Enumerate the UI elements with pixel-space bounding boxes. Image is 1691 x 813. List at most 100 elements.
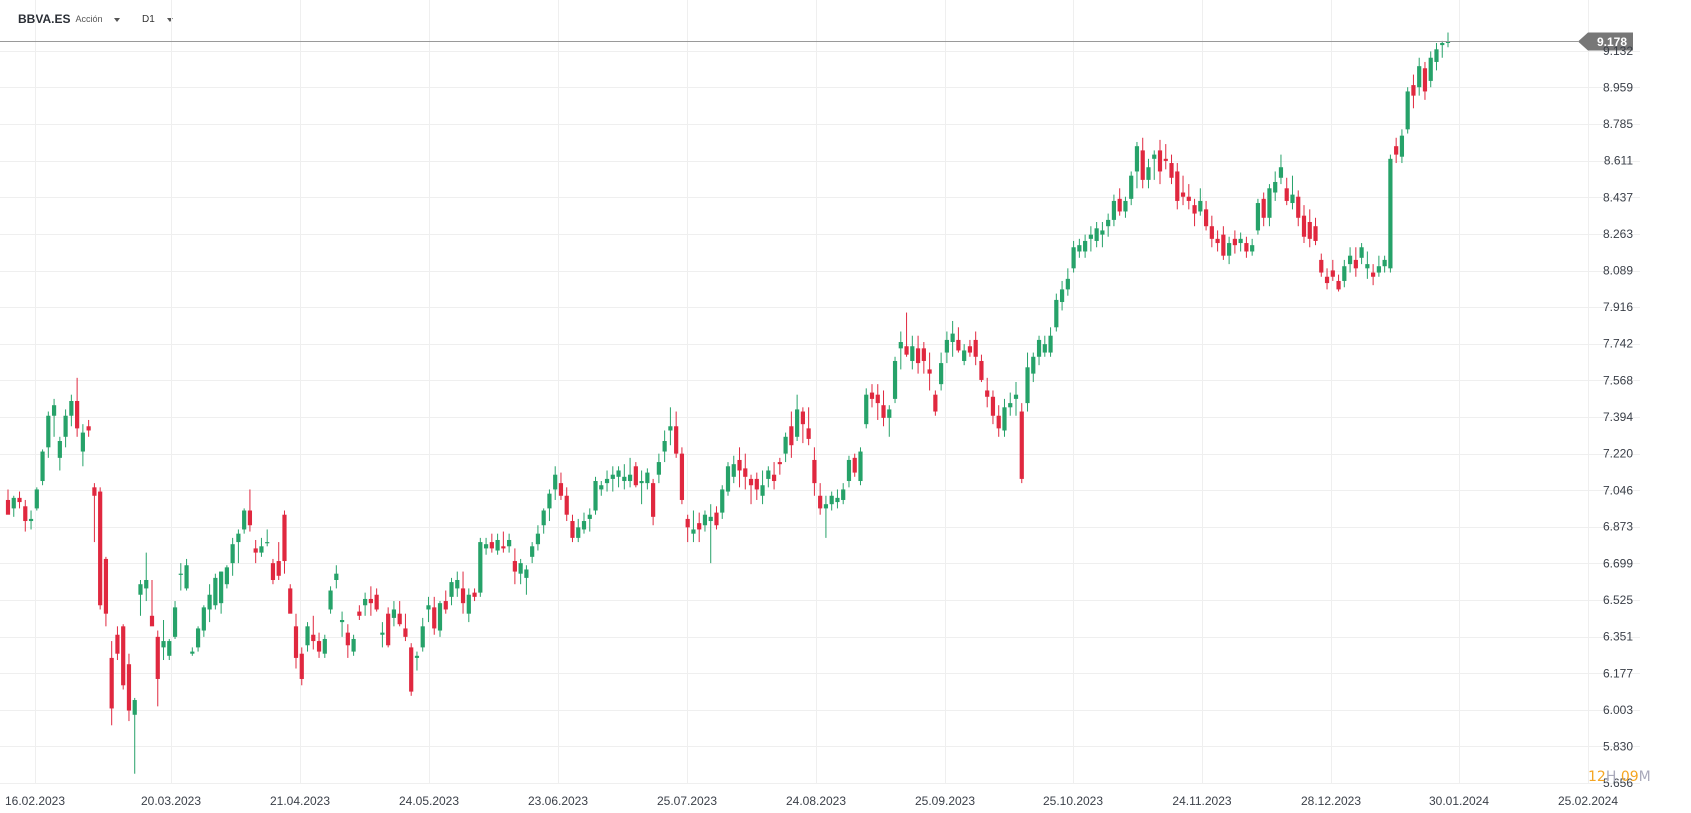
candle [109,641,114,726]
candle [345,624,350,658]
candle [40,449,45,486]
candle-body [944,339,949,353]
candle [1411,74,1416,109]
candle-body [374,594,379,610]
current-price-line: 9.178 [0,32,1633,51]
candle-body [1203,209,1209,227]
candle [126,653,132,722]
candle [662,430,667,463]
candle [472,588,477,602]
candle [1267,184,1272,227]
candle [518,558,523,585]
candle-body [748,478,754,486]
candle [697,512,702,543]
candle [1250,238,1255,256]
candle-body [1261,198,1266,218]
chart-toolbar: BBVA.ES Acción D1 [0,0,1691,38]
candle-body [270,563,276,580]
candle [351,634,356,656]
candle [823,495,829,538]
candle-body [627,474,633,482]
candle [1134,141,1140,189]
candle-body [737,459,742,471]
candle-body [1330,270,1335,277]
candle [1008,392,1013,416]
candle [731,455,736,484]
candle [368,586,373,616]
grid [0,0,1640,784]
candle-body [299,653,304,679]
candle-body [1100,230,1105,235]
y-tick-label: 6.351 [1603,630,1633,644]
candle [599,481,604,496]
candle [754,472,759,500]
symbol-selector[interactable]: BBVA.ES Acción [18,10,121,28]
candle-body [990,396,996,416]
candle-body [115,634,120,654]
candle-body [1129,175,1134,199]
candle [386,607,391,648]
candle-body [1048,335,1053,353]
candle [1376,255,1381,277]
y-tick-label: 7.916 [1603,300,1633,314]
candle-body [766,470,771,479]
candle-body [1371,272,1376,277]
candle-body [1411,85,1416,96]
candle [414,651,420,671]
candle [1261,192,1266,227]
candle [1048,327,1053,357]
y-tick-label: 7.220 [1603,447,1633,461]
candle [1019,403,1024,484]
candle-body [144,579,149,589]
candle [299,647,304,686]
candle-body [1301,215,1307,237]
candle [489,533,494,553]
candle [420,617,425,652]
candle-body [1019,411,1024,479]
candle [875,384,880,420]
candle-body [138,584,143,595]
candle [1232,230,1237,254]
candle-body [1382,259,1387,267]
candle-body [1117,198,1122,212]
candle-body [1059,289,1065,303]
candle-body [547,493,552,509]
candle [668,407,673,446]
candle [1324,268,1330,290]
candle-body [391,609,397,618]
candle-body [92,487,97,496]
candle [28,510,34,530]
candle-body [1324,276,1330,284]
candle [869,384,875,408]
candle [1221,226,1226,260]
candle [639,470,644,505]
candle-body [524,569,529,578]
candle [1146,158,1151,189]
candle [962,344,967,366]
candle-body [334,573,339,580]
candle-body [265,542,270,544]
timeframe-selector[interactable]: D1 [142,10,173,28]
candle [985,377,990,408]
candle-body [1417,66,1422,88]
candle [328,586,333,614]
candle-body [1123,200,1128,212]
candle-body [1376,266,1381,273]
candle-body [662,441,667,452]
candle [86,419,91,437]
candle-body [495,539,500,551]
candle-body [783,436,788,454]
candle-body [1111,200,1117,220]
candle-body [155,636,160,679]
candle-body [806,428,811,439]
candle [46,411,51,458]
candle [616,466,621,488]
x-tick-label: 28.12.2023 [1301,794,1361,808]
candle [391,601,397,627]
candle-body [328,590,333,610]
y-axis: 9.132 8.959 8.785 8.611 8.437 8.263 8.089 7.916… [1603,44,1633,790]
candle [1365,251,1370,279]
candle [1186,184,1191,210]
